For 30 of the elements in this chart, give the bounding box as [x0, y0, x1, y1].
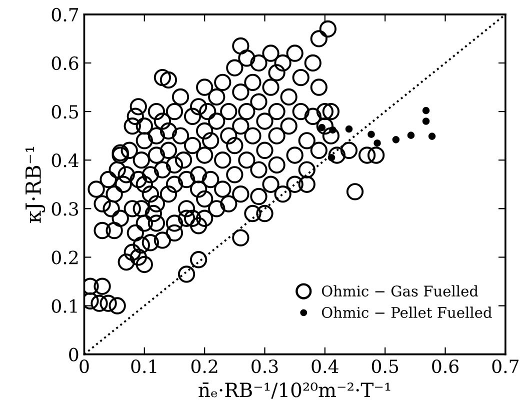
y-tick-label: 0.6 — [52, 56, 78, 70]
x-tick-label: 0.3 — [252, 360, 278, 374]
x-tick-label: 0.2 — [191, 360, 218, 374]
x-tick-label: 0.4 — [312, 360, 338, 374]
point — [374, 139, 381, 147]
point — [422, 106, 430, 114]
y-tick-label: 0 — [69, 348, 78, 362]
legend-label: Ohmic − Pellet Fuelled — [322, 306, 492, 318]
y-tick-label: 0.2 — [52, 250, 78, 264]
x-tick-label: 0.5 — [372, 360, 398, 374]
point — [422, 118, 430, 125]
x-tick-label: 0.6 — [432, 360, 458, 374]
legend-label: Ohmic − Gas Fuelled — [322, 285, 478, 297]
y-axis-title: κJ·RB⁻¹ — [25, 146, 46, 223]
point — [328, 154, 336, 162]
y-tick-label: 0.1 — [52, 299, 77, 313]
y-tick-label: 0.3 — [52, 202, 78, 216]
point — [368, 130, 375, 138]
y-tick-label: 0.4 — [52, 154, 78, 168]
point — [392, 136, 400, 144]
point — [407, 132, 415, 139]
x-tick-label: 0 — [80, 360, 89, 374]
x-tick-label: 0.1 — [131, 360, 156, 374]
x-axis-title: n̄ₑ·RB⁻¹/10²⁰m⁻²·T⁻¹ — [198, 382, 390, 399]
y-tick-label: 0.7 — [52, 8, 78, 22]
point — [428, 132, 436, 140]
point — [345, 125, 353, 133]
x-tick-label: 0.7 — [492, 360, 518, 374]
point — [329, 126, 336, 134]
y-tick-label: 0.5 — [52, 104, 78, 119]
